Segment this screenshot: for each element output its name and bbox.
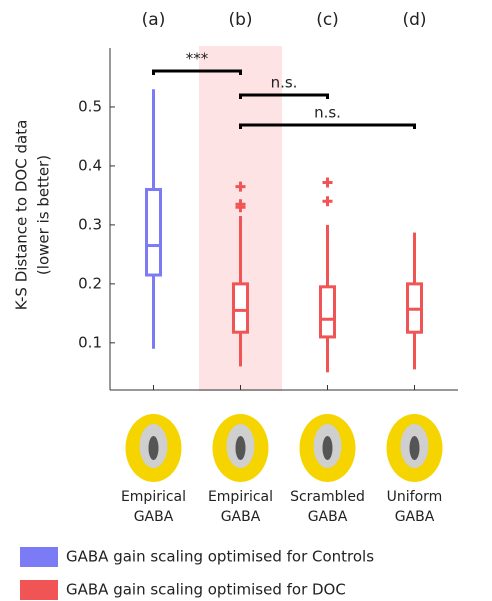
category-label: Scrambled GABA bbox=[290, 489, 365, 525]
brain-core bbox=[322, 436, 333, 460]
legend-label: GABA gain scaling optimised for DOC bbox=[66, 581, 346, 599]
annotation: *** bbox=[186, 50, 209, 68]
bracket bbox=[239, 123, 416, 129]
outlier bbox=[322, 196, 333, 207]
y-tick-label: 0.2 bbox=[78, 274, 102, 292]
bracket bbox=[152, 69, 242, 75]
y-label: K-S Distance to DOC data bbox=[13, 120, 31, 311]
brain-core bbox=[409, 436, 420, 460]
legend-label: GABA gain scaling optimised for Controls bbox=[66, 548, 374, 566]
brain-core bbox=[148, 436, 159, 460]
box bbox=[232, 282, 249, 334]
y-tick-label: 0.3 bbox=[78, 215, 102, 233]
outlier bbox=[235, 202, 246, 213]
panel-label: (c) bbox=[316, 10, 339, 30]
category-label: Uniform GABA bbox=[386, 489, 443, 525]
panel-label: (a) bbox=[142, 10, 166, 30]
y-tick-label: 0.5 bbox=[78, 97, 102, 115]
brain-core bbox=[235, 436, 246, 460]
panel-label: (b) bbox=[228, 10, 252, 30]
box bbox=[145, 188, 162, 277]
annotation: n.s. bbox=[271, 74, 298, 92]
legend-swatch bbox=[20, 547, 58, 567]
panel-label: (d) bbox=[402, 10, 426, 30]
annotation: n.s. bbox=[314, 104, 341, 122]
y-tick-label: 0.4 bbox=[78, 156, 102, 174]
box bbox=[319, 285, 336, 339]
y-label: (lower is better) bbox=[35, 155, 53, 275]
outlier bbox=[235, 181, 246, 192]
category-label: Empirical GABA bbox=[120, 489, 187, 525]
category-label: Empirical GABA bbox=[207, 489, 274, 525]
legend-swatch bbox=[20, 580, 58, 600]
y-tick-label: 0.1 bbox=[78, 333, 102, 351]
outlier bbox=[322, 177, 333, 188]
bracket bbox=[239, 93, 329, 99]
